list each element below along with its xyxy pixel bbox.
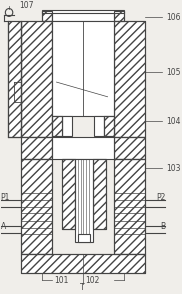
Bar xyxy=(52,137,114,158)
Bar xyxy=(93,158,106,229)
Bar xyxy=(93,158,106,229)
Bar xyxy=(114,158,145,254)
Bar xyxy=(114,21,145,137)
Bar xyxy=(52,116,62,136)
Bar xyxy=(42,9,124,14)
Bar xyxy=(21,137,52,158)
Bar xyxy=(114,137,145,158)
Text: T: T xyxy=(80,283,85,293)
Bar xyxy=(75,158,93,242)
Bar xyxy=(52,116,62,136)
Bar xyxy=(62,116,72,136)
Text: P1: P1 xyxy=(1,193,10,202)
Bar xyxy=(8,21,21,137)
Bar xyxy=(21,21,52,137)
Bar xyxy=(114,11,124,21)
Text: A: A xyxy=(1,222,6,231)
Text: 101: 101 xyxy=(55,275,69,285)
Text: 105: 105 xyxy=(166,68,181,77)
Text: P2: P2 xyxy=(156,193,165,202)
Bar xyxy=(42,11,52,21)
Bar xyxy=(21,254,145,273)
Bar xyxy=(78,234,90,242)
Bar xyxy=(114,158,145,254)
Bar xyxy=(104,116,114,136)
Bar xyxy=(114,137,145,158)
Bar xyxy=(21,158,52,254)
Bar xyxy=(52,11,114,21)
Bar xyxy=(8,21,21,137)
Bar xyxy=(62,158,75,229)
Bar xyxy=(21,158,52,254)
Text: 102: 102 xyxy=(85,275,99,285)
Bar xyxy=(114,11,124,21)
Bar xyxy=(21,21,52,137)
Text: 107: 107 xyxy=(19,1,34,10)
Text: 103: 103 xyxy=(166,164,181,173)
Bar xyxy=(104,116,114,136)
Text: B: B xyxy=(160,222,165,231)
Bar xyxy=(52,21,114,116)
Bar xyxy=(114,21,145,137)
Bar xyxy=(94,116,104,136)
Bar xyxy=(21,254,145,273)
Text: 106: 106 xyxy=(166,13,181,22)
Bar xyxy=(62,158,75,229)
Bar xyxy=(21,137,52,158)
Text: 104: 104 xyxy=(166,117,181,126)
Bar xyxy=(42,11,52,21)
